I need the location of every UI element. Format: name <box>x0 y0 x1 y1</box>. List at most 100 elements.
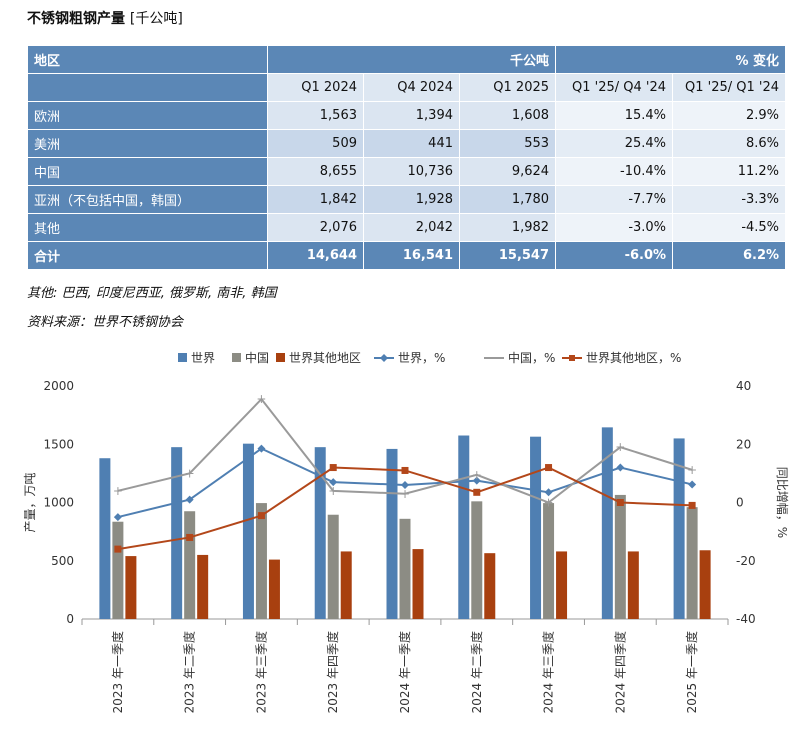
cell-chg-q1: 2.9% <box>672 101 787 130</box>
bar-rest <box>197 554 209 619</box>
header-region: 地区 <box>27 45 268 74</box>
point-china-pct: + <box>544 496 554 510</box>
total-q1-2024: 14,644 <box>267 241 364 270</box>
total-q4-2024: 16,541 <box>363 241 460 270</box>
x-category-label: 2023 年二季度 <box>182 631 197 713</box>
bar-world <box>458 435 470 619</box>
point-world-pct <box>401 481 409 490</box>
cell-q4-2024: 2,042 <box>363 213 460 242</box>
table-row: 美洲 509 441 553 25.4% 8.6% <box>27 129 787 158</box>
point-rest-pct <box>186 533 194 541</box>
bar-world <box>673 438 685 619</box>
legend-label: 世界其他地区 <box>289 351 361 365</box>
subheader-blank <box>27 73 268 102</box>
cell-chg-q4: 15.4% <box>555 101 674 130</box>
subheader-q4-2024: Q4 2024 <box>363 73 460 102</box>
bar-china <box>184 511 196 619</box>
point-rest-pct <box>401 466 409 474</box>
cell-chg-q4: 25.4% <box>555 129 674 158</box>
point-china-pct: + <box>400 487 410 501</box>
point-world-pct <box>185 495 194 504</box>
bar-rest <box>125 556 137 619</box>
cell-q1-2025: 1,982 <box>458 213 557 242</box>
point-china-pct: + <box>113 484 123 498</box>
y-tick-label: 2000 <box>43 379 74 393</box>
x-category-label: 2024 年一季度 <box>397 631 412 713</box>
point-china-pct: + <box>328 484 338 498</box>
x-category-label: 2025 年一季度 <box>684 631 699 713</box>
subheader-chg-q1: Q1 '25/ Q1 '24 <box>672 73 787 102</box>
bar-china <box>112 521 124 619</box>
legend-swatch <box>276 353 285 362</box>
total-label: 合计 <box>27 241 268 270</box>
point-china-pct: + <box>687 463 697 477</box>
y2-axis-title: 同比增幅，% <box>775 467 790 538</box>
source-note: 资料来源：世界不锈钢协会 <box>27 315 184 330</box>
bar-rest <box>627 551 639 619</box>
table-row: 亚洲（不包括中国，韩国） 1,842 1,928 1,780 -7.7% -3.… <box>27 185 787 214</box>
y-tick-label: 0 <box>66 612 74 626</box>
bar-world <box>530 436 542 619</box>
y2-tick-label: -20 <box>736 554 756 568</box>
bar-china <box>327 514 339 619</box>
x-category-label: 2024 年四季度 <box>612 631 627 713</box>
row-region: 中国 <box>27 157 268 186</box>
point-china-pct: + <box>256 392 266 406</box>
x-category-label: 2023 年三季度 <box>253 631 268 713</box>
table-subheader-row: Q1 2024 Q4 2024 Q1 2025 Q1 '25/ Q4 '24 Q… <box>27 73 787 102</box>
point-world-pct <box>616 463 625 472</box>
bar-china <box>686 507 698 619</box>
y2-tick-label: -40 <box>736 612 756 626</box>
legend-label: 世界，% <box>398 351 445 365</box>
cell-chg-q1: -4.5% <box>672 213 787 242</box>
others-note: 其他: 巴西, 印度尼西亚, 俄罗斯, 南非, 韩国 <box>27 286 277 301</box>
cell-q1-2024: 1,842 <box>267 185 364 214</box>
legend-swatch <box>178 353 187 362</box>
point-rest-pct <box>257 512 265 520</box>
cell-q1-2024: 8,655 <box>267 157 364 186</box>
bar-china <box>255 503 267 619</box>
table-title-unit: [千公吨] <box>129 11 183 27</box>
y-tick-label: 500 <box>51 554 74 568</box>
bar-china <box>614 494 626 619</box>
point-rest-pct <box>688 501 696 509</box>
bar-china <box>543 503 555 619</box>
bar-china <box>471 501 483 619</box>
cell-chg-q1: 8.6% <box>672 129 787 158</box>
point-world-pct <box>113 513 122 522</box>
header-unit: 千公吨 <box>266 45 557 74</box>
production-table: 地区 千公吨 % 变化 Q1 2024 Q4 2024 Q1 2025 Q1 '… <box>27 45 787 270</box>
point-rest-pct <box>473 488 481 496</box>
point-rest-pct <box>545 464 553 472</box>
point-china-pct: + <box>472 468 482 482</box>
row-region: 亚洲（不包括中国，韩国） <box>27 185 268 214</box>
cell-q1-2025: 1,608 <box>458 101 557 130</box>
bar-rest <box>556 551 568 619</box>
point-rest-pct <box>114 545 122 553</box>
row-region: 美洲 <box>27 129 268 158</box>
point-world-pct <box>472 476 481 485</box>
production-chart: 0 500 1000 1500 2000 -40 -20 0 20 40 产量，万吨 同比增幅，% + +… <box>23 350 790 713</box>
cell-q4-2024: 441 <box>363 129 460 158</box>
bar-rest <box>699 550 711 619</box>
point-world-pct <box>329 478 338 487</box>
bar-rest <box>340 551 352 619</box>
total-q1-2025: 15,547 <box>458 241 557 270</box>
total-chg-q1: 6.2% <box>672 241 787 270</box>
cell-q1-2024: 1,563 <box>267 101 364 130</box>
point-world-pct <box>257 444 266 453</box>
y-tick-label: 1500 <box>43 437 74 451</box>
subheader-chg-q4: Q1 '25/ Q4 '24 <box>555 73 674 102</box>
cell-q4-2024: 1,928 <box>363 185 460 214</box>
y2-tick-label: 40 <box>736 379 751 393</box>
subheader-q1-2024: Q1 2024 <box>267 73 364 102</box>
bar-world <box>171 447 183 619</box>
cell-q1-2025: 1,780 <box>458 185 557 214</box>
line-china-pct <box>117 397 693 504</box>
table-row: 其他 2,076 2,042 1,982 -3.0% -4.5% <box>27 213 787 242</box>
bar-rest <box>412 549 424 619</box>
bar-world <box>601 427 613 619</box>
table-row: 欧洲 1,563 1,394 1,608 15.4% 2.9% <box>27 101 787 130</box>
cell-q1-2024: 509 <box>267 129 364 158</box>
cell-q1-2025: 553 <box>458 129 557 158</box>
